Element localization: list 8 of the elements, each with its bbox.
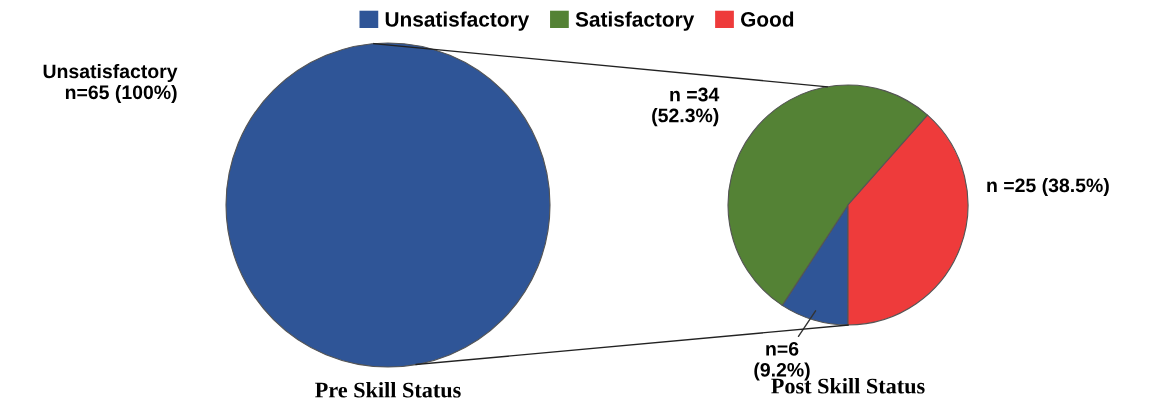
- legend-label: Satisfactory: [575, 11, 695, 31]
- slice-label: Unsatisfactory: [43, 63, 178, 83]
- legend-label: Unsatisfactory: [385, 11, 530, 31]
- data-label: n =34 (52.3%): [652, 87, 720, 127]
- legend-label: Good: [740, 11, 794, 27]
- data-label: n=65 (100%): [65, 84, 177, 104]
- data-label: n =25 (38.5%): [987, 177, 1109, 197]
- text: Pre Skill Status: [315, 381, 461, 398]
